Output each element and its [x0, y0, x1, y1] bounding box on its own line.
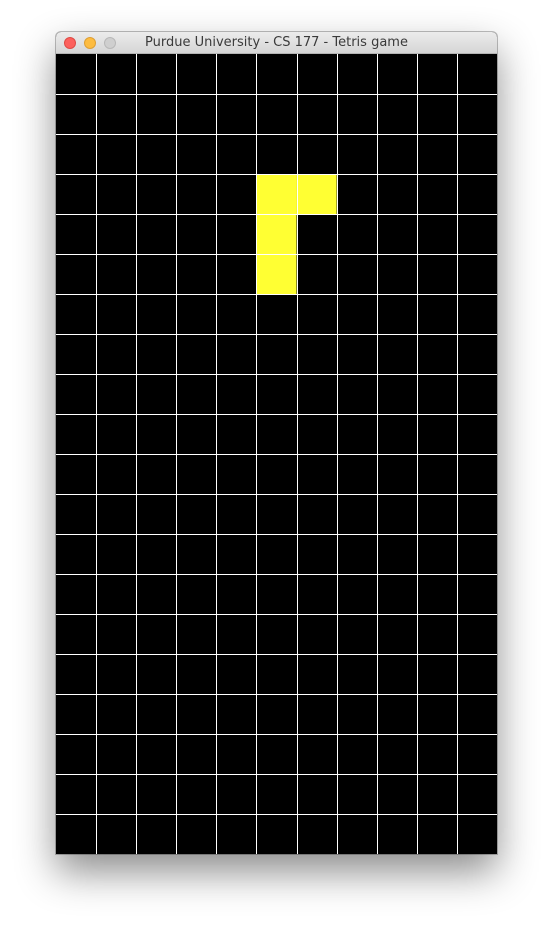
tetromino-block — [256, 254, 297, 294]
tetromino-block — [256, 214, 297, 254]
title-bar[interactable]: Purdue University - CS 177 - Tetris game — [56, 32, 497, 54]
tetromino-block — [296, 174, 337, 214]
close-icon[interactable] — [64, 37, 76, 49]
app-window: Purdue University - CS 177 - Tetris game — [56, 32, 497, 854]
window-title: Purdue University - CS 177 - Tetris game — [145, 35, 408, 50]
minimize-icon[interactable] — [84, 37, 96, 49]
zoom-icon[interactable] — [104, 37, 116, 49]
game-board[interactable] — [56, 54, 497, 854]
game-board-canvas — [56, 54, 497, 854]
tetromino-block — [256, 174, 297, 214]
